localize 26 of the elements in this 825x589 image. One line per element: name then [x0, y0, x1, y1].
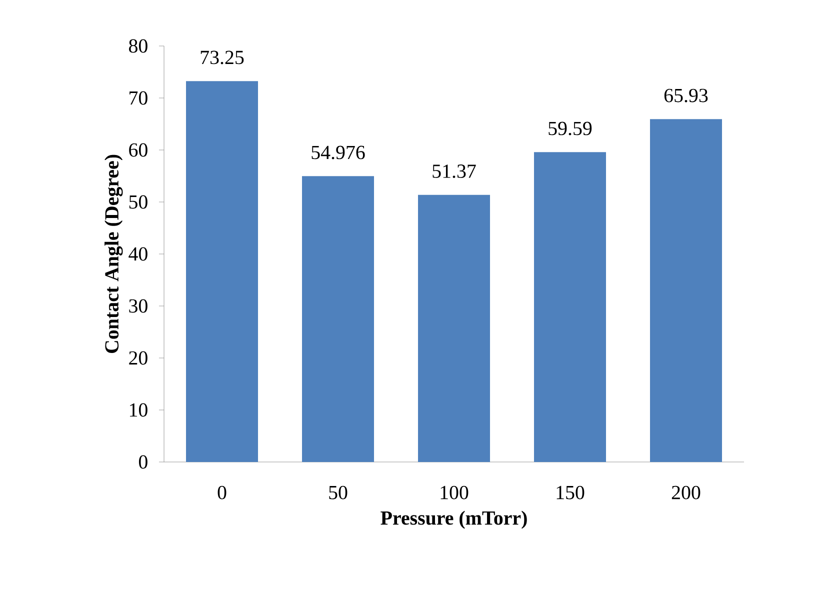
- y-tick-label: 40: [128, 247, 148, 261]
- y-axis-title: Contact Angle (Degree): [104, 154, 123, 353]
- y-tick-label: 80: [129, 39, 148, 53]
- y-tick-label: 0: [138, 455, 148, 469]
- bar: [302, 176, 374, 462]
- bar: [650, 119, 722, 462]
- bar: [534, 152, 606, 462]
- y-tick-label: 50: [129, 195, 148, 209]
- bar: [418, 194, 490, 462]
- y-tick-label: 10: [130, 403, 148, 417]
- data-label: 51.37: [432, 164, 476, 178]
- data-label: 73.25: [200, 50, 244, 64]
- data-label: 59.59: [548, 122, 592, 136]
- x-tick-label: 200: [672, 486, 700, 500]
- data-label: 54.976: [312, 146, 365, 160]
- x-tick-label: 0: [218, 486, 226, 500]
- x-tick-label: 150: [556, 486, 584, 500]
- y-tick-label: 60: [129, 143, 148, 157]
- x-tick-label: 100: [440, 486, 468, 500]
- y-tick-label: 70: [130, 91, 148, 105]
- x-tick-label: 50: [329, 486, 348, 500]
- data-label: 65.93: [664, 88, 708, 102]
- y-tick-label: 30: [129, 299, 148, 313]
- bar: [186, 81, 258, 462]
- y-tick-label: 20: [129, 351, 148, 365]
- x-axis-title: Pressure (mTorr): [380, 510, 527, 529]
